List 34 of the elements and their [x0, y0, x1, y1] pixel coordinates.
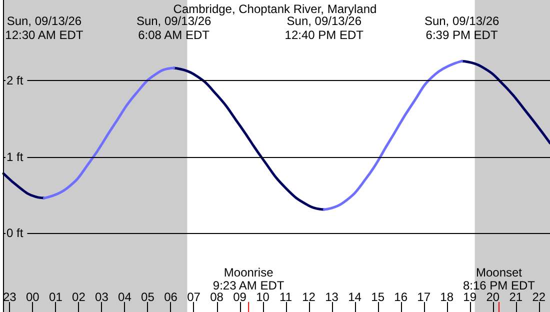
x-tick-label: 02 [72, 290, 86, 304]
x-tick-label: 22 [532, 290, 546, 304]
chart-title: Cambridge, Choptank River, Maryland [173, 2, 377, 16]
x-tick-label: 15 [371, 290, 385, 304]
x-tick-label: 16 [394, 290, 408, 304]
x-tick-label: 12 [302, 290, 316, 304]
annotation: Sun, 09/13/26 12:40 PM EDT [284, 14, 364, 42]
x-tick-label: 09 [233, 290, 247, 304]
x-tick-label: 21 [509, 290, 523, 304]
annotation: Sun, 09/13/26 12:30 AM EDT [5, 14, 84, 42]
x-tick-label: 18 [440, 290, 454, 304]
x-tick-label: 01 [49, 290, 63, 304]
x-tick-label: 23 [2, 290, 17, 304]
x-tick-label: 10 [256, 290, 270, 304]
y-tick-label: 2 ft [6, 73, 24, 88]
ref-line-label: Moonrise 9:23 AM EDT [212, 266, 285, 292]
x-tick-label: 19 [463, 290, 477, 304]
annotation: Sun, 09/13/26 6:08 AM EDT [136, 14, 212, 42]
x-tick-label: 14 [348, 290, 362, 304]
x-tick-label: 20 [486, 290, 500, 304]
x-tick-label: 13 [325, 290, 339, 304]
x-tick-label: 04 [118, 290, 132, 304]
x-tick-label: 17 [417, 290, 431, 304]
x-tick-label: 11 [280, 290, 292, 304]
x-tick-label: 05 [141, 290, 155, 304]
ref-line-label: Moonset 8:16 PM EDT [462, 266, 536, 292]
x-tick-label: 03 [95, 290, 109, 304]
y-tick-label: 0 ft [6, 226, 24, 240]
x-tick-label: 08 [210, 290, 224, 304]
y-tick-label: 1 ft [6, 150, 24, 164]
x-tick-label: 06 [164, 290, 178, 304]
x-tick-label: 00 [26, 290, 40, 304]
annotation: Sun, 09/13/26 6:39 PM EDT [424, 14, 500, 42]
x-tick-label: 07 [187, 290, 201, 304]
